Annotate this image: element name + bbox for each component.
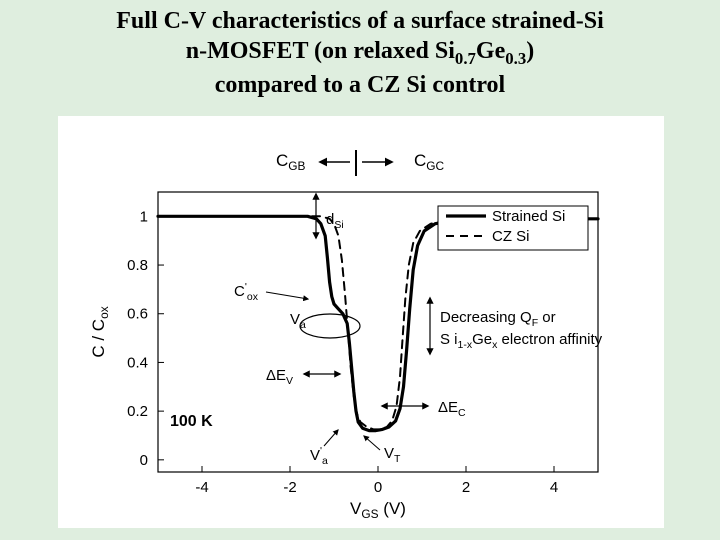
svg-text:0.2: 0.2 [127, 403, 148, 420]
svg-text:0.6: 0.6 [127, 306, 148, 323]
label-vt: VT​ [384, 445, 401, 465]
slide-title: Full C-V characteristics of a surface st… [0, 6, 720, 100]
svg-text:0: 0 [374, 479, 382, 496]
legend-label: Strained Si [492, 208, 565, 225]
label-qf-line2: S i1-x​Gex​ electron affinity [440, 331, 603, 351]
svg-text:2: 2 [462, 479, 470, 496]
pointer-va-prime [324, 430, 338, 446]
svg-text:1: 1 [140, 208, 148, 225]
pointer-cox [266, 292, 308, 299]
label-cox: C'​ox​ [234, 281, 259, 303]
x-axis-label: VGS​ (V) [350, 499, 406, 521]
legend-label: CZ Si [492, 228, 530, 245]
svg-text:0.8: 0.8 [127, 257, 148, 274]
svg-text:0.4: 0.4 [127, 354, 148, 371]
label-temperature: 100 K [170, 413, 213, 430]
svg-text:4: 4 [550, 479, 558, 496]
cv-chart: -4 -2 0 2 4 0 0.2 0.4 0.6 0.8 1 VGS​ (V) C / Cox​ Str… [58, 116, 664, 528]
label-cgc: CGC​ [414, 151, 445, 173]
label-va-prime: V'​a​ [310, 445, 328, 467]
svg-text:-2: -2 [283, 479, 296, 496]
label-dsi: dSi​ [326, 211, 344, 231]
ellipse-shift [300, 314, 360, 338]
slide: Full C-V characteristics of a surface st… [0, 0, 720, 540]
label-cgb: CGB​ [276, 151, 306, 173]
label-va: Va​ [290, 311, 306, 331]
label-qf-line1: Decreasing QF​ or [440, 309, 556, 329]
y-axis-label: C / Cox​ [89, 306, 111, 357]
label-dEv: ΔEV​ [266, 367, 293, 387]
label-dEc: ΔEC​ [438, 399, 466, 419]
svg-text:-4: -4 [195, 479, 208, 496]
svg-text:0: 0 [140, 452, 148, 469]
pointer-vt [364, 436, 380, 450]
